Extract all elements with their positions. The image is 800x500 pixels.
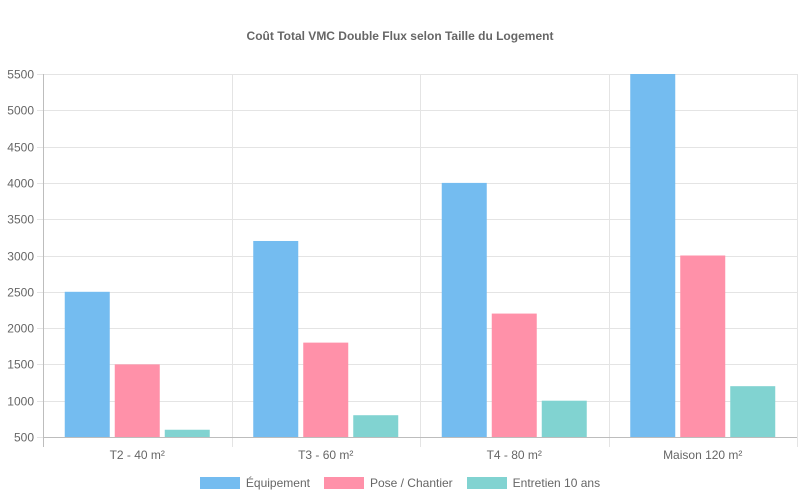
bar[interactable] [730, 386, 776, 437]
y-tick-label: 4000 [7, 177, 34, 191]
legend-swatch-pose [323, 477, 364, 489]
y-tick-label: 3000 [7, 250, 34, 264]
bar[interactable] [253, 240, 299, 437]
y-tick-label: 4500 [7, 141, 34, 155]
legend-item-equipement[interactable]: Équipement [199, 476, 310, 490]
y-tick-label: 500 [14, 431, 34, 445]
legend-item-entretien[interactable]: Entretien 10 ans [466, 476, 601, 490]
x-tick-label: T4 - 80 m² [487, 448, 542, 462]
bar[interactable] [64, 291, 110, 437]
y-tick-label: 5500 [7, 68, 34, 82]
bar[interactable] [491, 313, 537, 437]
legend-item-pose[interactable]: Pose / Chantier [323, 476, 453, 490]
bar[interactable] [441, 182, 487, 437]
y-tick-label: 1000 [7, 395, 34, 409]
bar-chart: 500 1000 1500 2000 2500 3000 3500 4000 4500 5000 5… [7, 68, 798, 462]
legend: Équipement Pose / Chantier Entretien 10 … [0, 476, 800, 490]
chart-title: Coût Total VMC Double Flux selon Taille … [246, 29, 554, 43]
y-tick-label: 2500 [7, 286, 34, 300]
legend-label: Entretien 10 ans [512, 476, 601, 490]
x-tick-label: Maison 120 m² [663, 448, 742, 462]
bar[interactable] [114, 364, 160, 437]
bar[interactable] [353, 415, 399, 437]
legend-swatch-equipement [199, 477, 240, 489]
legend-label: Pose / Chantier [369, 476, 453, 490]
y-tick-label: 1500 [7, 358, 34, 372]
y-tick-label: 3500 [7, 213, 34, 227]
bar[interactable] [541, 400, 587, 437]
bar[interactable] [680, 255, 726, 438]
y-tick-label: 5000 [7, 104, 34, 118]
legend-swatch-entretien [466, 477, 507, 489]
bar[interactable] [164, 429, 210, 437]
x-tick-label: T3 - 60 m² [298, 448, 353, 462]
legend-label: Équipement [245, 476, 310, 490]
y-tick-label: 2000 [7, 322, 34, 336]
x-tick-label: T2 - 40 m² [110, 448, 165, 462]
bar[interactable] [630, 74, 676, 437]
bar[interactable] [303, 342, 349, 437]
